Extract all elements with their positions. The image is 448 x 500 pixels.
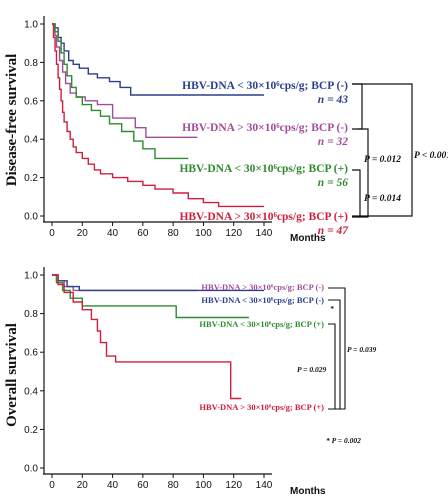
x-tick-label: 60 [137, 480, 149, 491]
y-tick-label: 0.6 [24, 348, 38, 359]
x-tick-label: 20 [77, 228, 89, 239]
dfs-label-pink: HBV-DNA > 30×10⁶cps/g; BCP (-) [182, 122, 348, 134]
x-tick-label: 140 [256, 480, 273, 491]
dfs-n-pink: n = 32 [318, 136, 348, 148]
series-line-red [52, 23, 264, 208]
series-line-red [52, 274, 242, 400]
os-star-mark: * [330, 304, 334, 313]
x-tick-label: 0 [49, 480, 55, 491]
x-tick-label: 20 [77, 480, 89, 491]
dfs-x-axis-label: Months [290, 233, 326, 244]
os-label-green: HBV-DNA < 30×10⁶cps/g; BCP (+) [199, 319, 324, 329]
y-tick-label: 0.6 [24, 96, 38, 107]
os-pvalue-2: P = 0.029 [297, 365, 326, 374]
dfs-pvalue-3: P < 0.001 [414, 151, 448, 161]
dfs-bracket-pink-red [358, 128, 369, 218]
os-pvalue-star: * P = 0.002 [326, 436, 361, 445]
x-tick-label: 40 [107, 480, 119, 491]
y-tick-label: 0.2 [24, 425, 38, 436]
y-tick-label: 0.2 [24, 173, 38, 184]
dfs-bracket-blue-pink [352, 83, 363, 130]
dfs-pvalue-2: P = 0.014 [364, 194, 401, 204]
os-bracket-mid [328, 299, 341, 410]
x-tick-label: 60 [137, 228, 149, 239]
y-tick-label: 1.0 [24, 271, 38, 282]
y-tick-label: 0.0 [24, 212, 38, 223]
dfs-label-red: HBV-DNA > 30×10⁶cps/g; BCP (+) [179, 211, 348, 223]
x-tick-label: 120 [225, 228, 242, 239]
x-tick-label: 120 [225, 480, 242, 491]
dfs-bracket-outer [352, 83, 413, 217]
y-tick-label: 0.4 [24, 135, 38, 146]
dfs-n-red: n = 47 [318, 225, 349, 237]
y-tick-label: 0.8 [24, 309, 38, 320]
dfs-axes: 0.0 0.2 0.4 0.6 0.8 1.0 0 20 40 60 80 100 120 140 [24, 16, 273, 239]
x-tick-label: 0 [49, 228, 55, 239]
x-tick-label: 80 [168, 480, 180, 491]
y-tick-label: 0.8 [24, 58, 38, 69]
dfs-pvalue-1: P = 0.012 [364, 155, 401, 165]
x-tick-label: 100 [195, 480, 212, 491]
os-label-blue: HBV-DNA < 30×10⁶cps/g; BCP (-) [201, 295, 324, 305]
os-label-pink: HBV-DNA > 30×10⁶cps/g; BCP (-) [201, 282, 324, 292]
x-tick-label: 40 [107, 228, 119, 239]
dfs-n-blue: n = 43 [318, 94, 348, 106]
os-pvalue-1: P = 0.039 [347, 345, 376, 354]
os-curves [52, 274, 264, 400]
series-line-green [52, 274, 249, 319]
dfs-label-green: HBV-DNA < 30×10⁶cps/g; BCP (+) [179, 163, 348, 175]
dfs-n-green: n = 56 [318, 177, 348, 189]
series-line-pink [52, 23, 198, 138]
y-tick-label: 0.0 [24, 464, 38, 475]
dfs-bracket-green-red [352, 169, 361, 218]
os-bracket-inner [328, 323, 336, 410]
os-panel: Overall survival 0.0 0.2 0.4 0.6 0.8 1.0 0 20 40… [4, 267, 376, 497]
y-tick-label: 0.4 [24, 386, 38, 397]
os-x-axis-label: Months [290, 486, 326, 497]
dfs-label-blue: HBV-DNA < 30×10⁶cps/g; BCP (-) [182, 80, 348, 92]
series-line-green [52, 23, 189, 160]
x-tick-label: 80 [168, 228, 180, 239]
dfs-y-axis-label: Disease-free survival [4, 54, 20, 187]
dfs-curves [52, 23, 264, 208]
series-line-pink [52, 274, 198, 292]
dfs-panel: Disease-free survival 0.0 0.2 0.4 0.6 0.8 1.0… [4, 16, 448, 244]
os-y-axis-label: Overall survival [4, 323, 20, 427]
os-axes: 0.0 0.2 0.4 0.6 0.8 1.0 0 20 40 60 80 100 120 140 [24, 267, 273, 491]
x-tick-label: 100 [195, 228, 212, 239]
os-label-red: HBV-DNA > 30×10⁶cps/g; BCP (+) [199, 402, 324, 412]
y-tick-label: 1.0 [24, 20, 38, 31]
x-tick-label: 140 [256, 228, 273, 239]
